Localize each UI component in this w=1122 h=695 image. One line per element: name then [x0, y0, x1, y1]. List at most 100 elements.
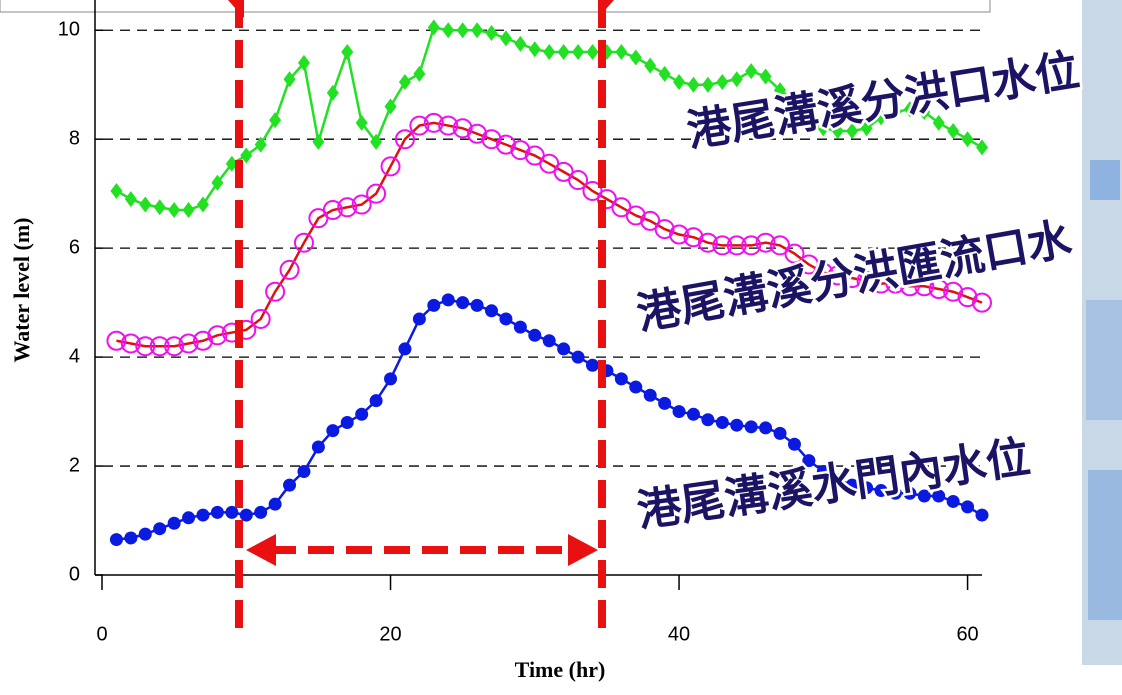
marker — [716, 74, 728, 90]
annotation: 港尾溝溪分洪口水位 — [684, 45, 1083, 157]
marker — [947, 495, 960, 508]
marker — [486, 25, 498, 41]
marker — [558, 44, 570, 60]
marker — [168, 202, 180, 218]
top-box — [0, 0, 990, 12]
marker — [384, 372, 397, 385]
marker — [687, 408, 700, 421]
marker — [471, 299, 484, 312]
marker — [427, 299, 440, 312]
arrow-head — [568, 534, 598, 566]
x-axis-label: Time (hr) — [515, 657, 606, 682]
marker — [774, 427, 787, 440]
marker — [961, 500, 974, 513]
marker — [615, 44, 627, 60]
marker — [644, 389, 657, 402]
y-tick-label: 4 — [69, 345, 80, 367]
marker — [543, 334, 556, 347]
x-tick-label: 20 — [379, 623, 401, 645]
marker — [139, 528, 152, 541]
y-axis-label: Water level (m) — [9, 218, 34, 363]
marker — [730, 419, 743, 432]
marker — [514, 321, 527, 334]
marker — [153, 522, 166, 535]
y-tick-label: 2 — [69, 454, 80, 476]
marker — [254, 506, 267, 519]
marker — [269, 498, 282, 511]
marker — [543, 44, 555, 60]
marker — [947, 123, 959, 139]
marker — [168, 517, 181, 530]
marker — [355, 408, 368, 421]
marker — [702, 77, 714, 93]
marker — [701, 413, 714, 426]
marker — [788, 438, 801, 451]
marker — [211, 506, 224, 519]
marker — [673, 405, 686, 418]
marker — [442, 293, 455, 306]
marker — [500, 30, 512, 46]
marker — [370, 394, 383, 407]
marker — [428, 20, 440, 36]
marker — [413, 66, 425, 82]
marker — [457, 22, 469, 38]
marker — [658, 397, 671, 410]
marker — [442, 22, 454, 38]
y-tick-label: 6 — [69, 236, 80, 258]
series — [107, 114, 991, 355]
marker — [630, 49, 642, 65]
marker — [976, 139, 988, 155]
marker — [644, 58, 656, 74]
marker — [659, 66, 671, 82]
marker — [110, 533, 123, 546]
page: Time (hr) Water level (m) 港尾溝溪分洪口水位 港尾溝溪… — [0, 0, 1122, 695]
y-tick-label: 0 — [69, 563, 80, 585]
marker — [154, 199, 166, 215]
marker — [687, 77, 699, 93]
marker — [514, 36, 526, 52]
marker — [398, 342, 411, 355]
arrow-head — [246, 534, 276, 566]
marker — [312, 440, 325, 453]
marker — [745, 420, 758, 433]
marker — [716, 416, 729, 429]
marker — [183, 202, 195, 218]
y-tick-label: 10 — [58, 19, 80, 41]
marker — [124, 531, 137, 544]
x-tick-label: 40 — [668, 623, 690, 645]
x-tick-label: 0 — [96, 623, 107, 645]
marker — [283, 479, 296, 492]
y-tick-label: 8 — [69, 127, 80, 149]
marker — [413, 312, 426, 325]
marker — [312, 134, 324, 150]
map-feature — [1090, 160, 1120, 200]
marker — [485, 304, 498, 317]
marker — [529, 41, 541, 57]
marker — [139, 197, 151, 213]
marker — [731, 71, 743, 87]
marker — [182, 511, 195, 524]
marker — [745, 63, 757, 79]
marker — [962, 131, 974, 147]
marker — [976, 509, 989, 522]
marker — [615, 372, 628, 385]
map-feature — [1088, 470, 1122, 620]
marker — [125, 191, 137, 207]
marker — [341, 44, 353, 60]
marker — [629, 381, 642, 394]
marker — [326, 424, 339, 437]
marker — [673, 74, 685, 90]
x-tick-label: 60 — [956, 623, 978, 645]
marker — [586, 44, 598, 60]
marker — [572, 44, 584, 60]
marker — [759, 421, 772, 434]
marker — [196, 509, 209, 522]
annotation: 港尾溝溪水門內水位 — [634, 432, 1033, 538]
marker — [341, 416, 354, 429]
marker — [586, 359, 599, 372]
marker — [240, 509, 253, 522]
marker — [471, 22, 483, 38]
marker — [557, 342, 570, 355]
marker — [327, 85, 339, 101]
marker — [572, 351, 585, 364]
